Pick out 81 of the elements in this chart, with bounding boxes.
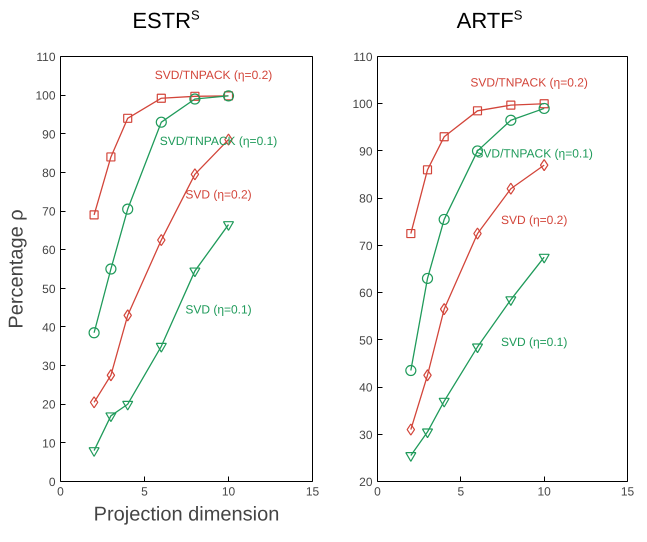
point — [506, 182, 516, 195]
point — [422, 165, 432, 174]
point — [88, 327, 100, 338]
point — [123, 309, 132, 322]
y-tick-label: 70 — [42, 204, 56, 219]
y-tick-label: 30 — [42, 359, 56, 374]
y-tick-label: 50 — [42, 282, 56, 296]
series-label: SVD (η=0.2) — [500, 213, 568, 228]
point — [156, 116, 167, 128]
y-tick-label: 10 — [42, 436, 56, 450]
point — [88, 447, 100, 457]
point — [422, 428, 434, 438]
point — [538, 254, 550, 264]
point — [189, 93, 200, 105]
series-label: SVD/TNPACK (η=0.2) — [470, 76, 588, 90]
point — [156, 342, 167, 353]
y-tick-label: 100 — [35, 88, 56, 103]
y-tick-label: 100 — [352, 97, 373, 112]
y-axis-title: Percentage ρ — [5, 209, 28, 329]
point — [190, 92, 200, 101]
x-tick-label: 0 — [374, 484, 382, 498]
series-label: SVD/TNPACK (η=0.2) — [154, 68, 272, 82]
x-tick-label: 0 — [57, 484, 64, 498]
y-tick-label: 60 — [42, 243, 56, 258]
point — [122, 204, 134, 215]
y-tick-label: 90 — [359, 144, 373, 158]
point — [90, 210, 99, 220]
series-label: SVD (η=0.2) — [185, 188, 252, 202]
y-tick-label: 0 — [48, 475, 56, 489]
y-tick-label: 30 — [359, 428, 373, 442]
y-tick-label: 110 — [36, 50, 56, 64]
x-tick-label: 10 — [222, 484, 236, 498]
x-tick-label: 15 — [306, 484, 320, 498]
point — [105, 263, 116, 275]
point — [123, 114, 132, 123]
point — [190, 168, 200, 180]
y-tick-label: 20 — [359, 475, 373, 489]
y-tick-label: 110 — [353, 50, 373, 64]
point — [222, 221, 234, 231]
point — [438, 398, 450, 408]
point — [405, 452, 416, 462]
point — [506, 100, 516, 110]
point — [405, 364, 416, 376]
y-tick-label: 80 — [42, 166, 56, 180]
point — [440, 303, 448, 316]
point — [505, 114, 516, 126]
y-tick-label: 20 — [42, 398, 56, 412]
point — [540, 159, 548, 172]
y-tick-label: 80 — [359, 192, 373, 206]
x-axis-title: Projection dimension — [94, 504, 280, 526]
point — [422, 272, 434, 284]
point — [189, 267, 200, 278]
x-tick-label: 10 — [537, 484, 552, 498]
y-tick-label: 70 — [359, 238, 373, 253]
point — [156, 94, 166, 103]
point — [440, 132, 449, 142]
y-tick-label: 90 — [42, 127, 56, 142]
point — [472, 343, 484, 354]
x-tick-label: 5 — [141, 484, 148, 498]
chart-title: ARTF$^{S}$ — [456, 6, 524, 35]
point — [90, 396, 98, 408]
point — [423, 369, 432, 382]
y-tick-label: 50 — [359, 333, 373, 348]
point — [105, 412, 116, 422]
series-label: SVD (η=0.1) — [500, 335, 568, 350]
point — [106, 152, 116, 162]
x-tick-label: 5 — [457, 484, 464, 498]
chart-title: ESTR$^{S}$ — [131, 6, 201, 35]
point — [106, 369, 116, 382]
point — [406, 228, 416, 238]
point — [540, 99, 549, 108]
point — [438, 214, 450, 226]
y-tick-label: 40 — [42, 320, 56, 334]
point — [538, 102, 550, 114]
x-tick-label: 15 — [620, 484, 634, 498]
y-tick-label: 40 — [359, 380, 373, 395]
point — [122, 400, 134, 411]
point — [472, 106, 482, 116]
series-label: SVD (η=0.1) — [185, 302, 252, 317]
point — [505, 296, 516, 306]
y-tick-label: 60 — [359, 286, 373, 300]
